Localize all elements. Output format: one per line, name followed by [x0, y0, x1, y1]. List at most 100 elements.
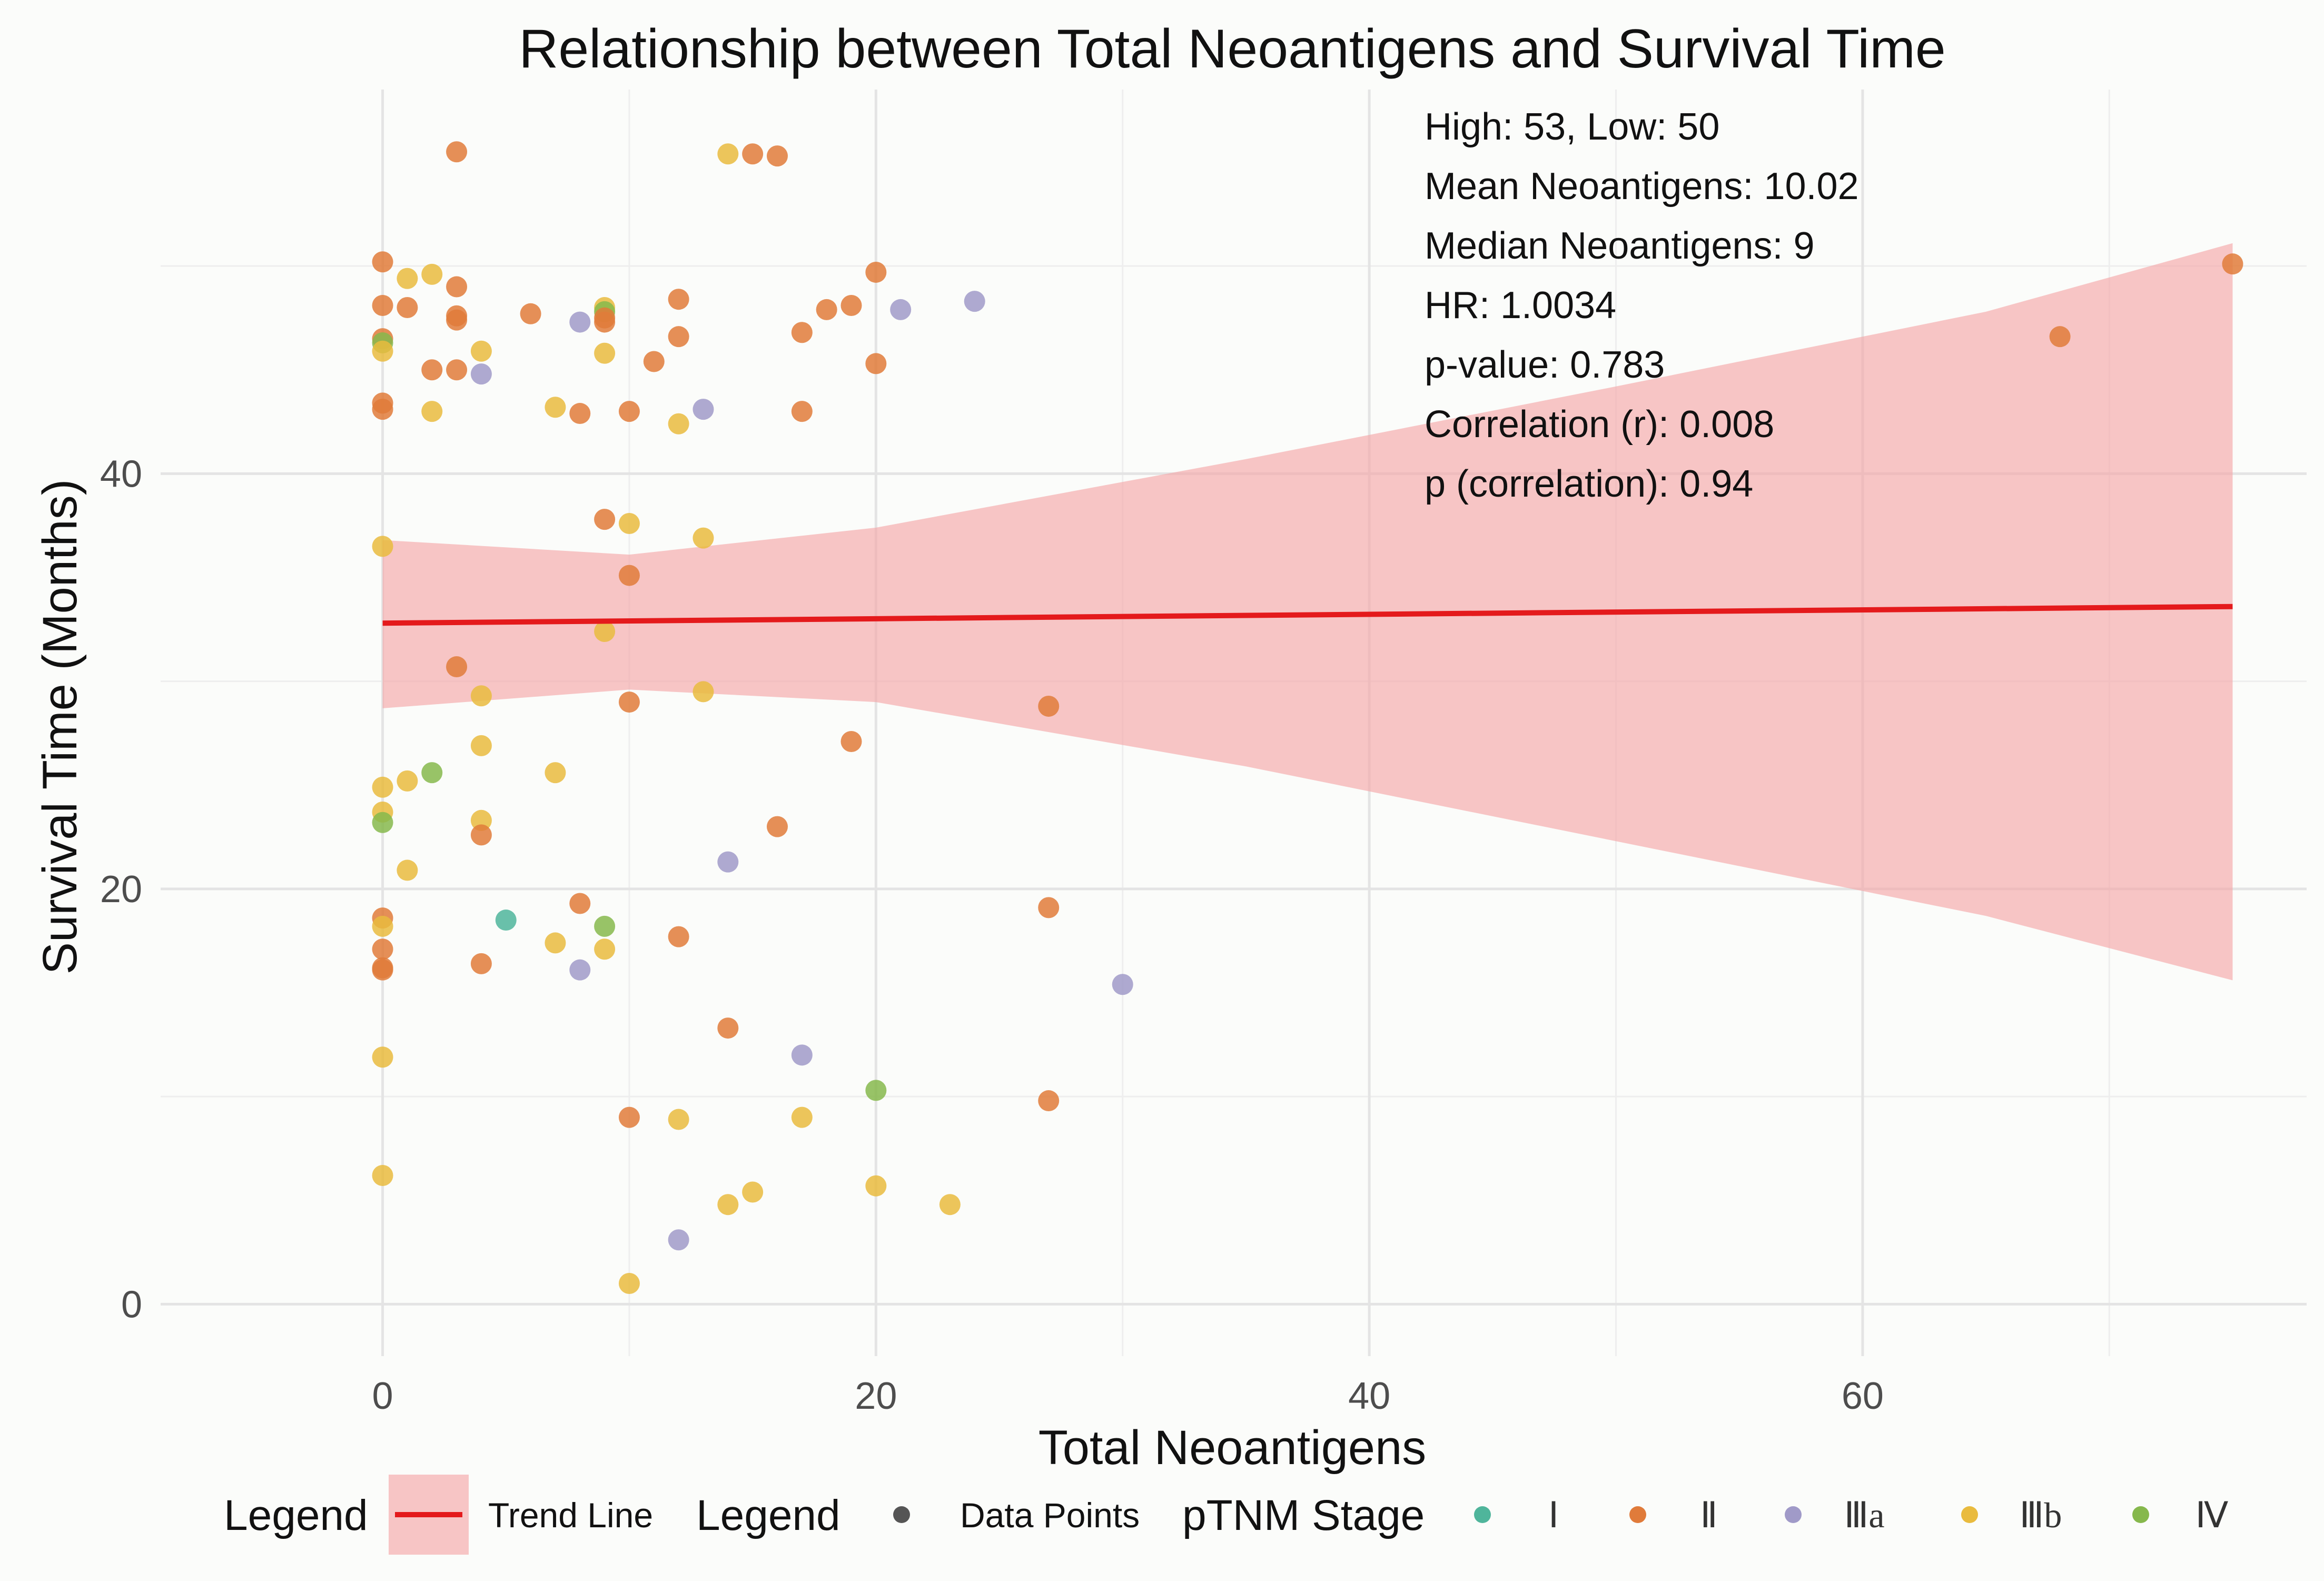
- data-point: [372, 776, 393, 798]
- legend-label-stage: Ⅲa: [1844, 1495, 1884, 1535]
- data-point: [569, 893, 591, 914]
- data-point: [372, 340, 393, 362]
- x-tick-label: 20: [855, 1375, 897, 1417]
- data-point: [421, 401, 443, 422]
- data-point: [372, 938, 393, 960]
- data-point: [668, 1229, 689, 1251]
- data-point: [594, 938, 616, 960]
- y-axis-label: Survival Time (Months): [33, 479, 87, 975]
- data-point: [618, 513, 640, 535]
- annotation-line: Median Neoantigens: 9: [1425, 225, 1815, 267]
- data-point: [372, 536, 393, 557]
- data-point: [470, 340, 492, 362]
- data-point: [1038, 1090, 1060, 1112]
- data-point: [397, 297, 418, 318]
- legend-key-points: [893, 1506, 910, 1523]
- annotation-line: High: 53, Low: 50: [1425, 106, 1719, 148]
- legend-key-stage: [2132, 1506, 2149, 1523]
- data-point: [668, 1109, 689, 1130]
- data-point: [372, 251, 393, 273]
- data-point: [766, 145, 788, 167]
- data-point: [495, 910, 517, 931]
- data-point: [865, 1175, 887, 1197]
- legend-title-stage: pTNM Stage: [1182, 1491, 1425, 1539]
- data-point: [791, 322, 813, 343]
- data-point: [470, 824, 492, 846]
- data-point: [372, 399, 393, 420]
- legend-stage-items: Ⅰ Ⅱ Ⅲa Ⅲb Ⅳ: [1474, 1495, 2229, 1535]
- data-point: [618, 401, 640, 422]
- data-point: [693, 681, 714, 703]
- data-point: [693, 527, 714, 549]
- x-tick-label: 60: [1842, 1375, 1884, 1417]
- data-point: [470, 685, 492, 707]
- data-point: [594, 311, 616, 333]
- data-point: [470, 735, 492, 756]
- data-point: [397, 859, 418, 881]
- x-axis-label: Total Neoantigens: [1039, 1421, 1427, 1475]
- data-point: [569, 959, 591, 981]
- axis-ticks: 0 20 40 60 0 20 40: [100, 453, 1884, 1417]
- data-point: [2049, 326, 2071, 348]
- data-point: [791, 401, 813, 422]
- data-point: [545, 397, 566, 418]
- data-point: [594, 915, 616, 937]
- data-point: [1112, 974, 1133, 995]
- data-point: [372, 957, 393, 979]
- legend-key-stage: [1629, 1506, 1646, 1523]
- legend-title-trend: Legend: [224, 1491, 368, 1539]
- data-point: [446, 141, 468, 163]
- data-point: [668, 289, 689, 310]
- data-point: [643, 351, 665, 372]
- data-point: [693, 399, 714, 420]
- y-tick-label: 0: [121, 1283, 142, 1326]
- data-point: [594, 342, 616, 364]
- data-point: [865, 261, 887, 283]
- stats-annotation: High: 53, Low: 50 Mean Neoantigens: 10.0…: [1425, 106, 1859, 505]
- data-point: [545, 932, 566, 954]
- confidence-band: [382, 243, 2233, 981]
- data-point: [446, 359, 468, 381]
- data-point: [569, 311, 591, 333]
- data-point: [470, 363, 492, 385]
- data-point: [2222, 253, 2243, 275]
- x-tick-label: 0: [372, 1375, 393, 1417]
- legend: Legend Trend Line Legend Data Points pTN…: [224, 1475, 2229, 1555]
- data-point: [742, 143, 764, 165]
- y-tick-label: 40: [100, 453, 142, 495]
- legend-key-stage: [1961, 1506, 1978, 1523]
- data-point: [964, 291, 985, 312]
- data-point: [470, 953, 492, 974]
- data-point: [372, 915, 393, 937]
- data-point: [717, 851, 739, 873]
- data-point: [618, 1106, 640, 1128]
- data-point: [545, 762, 566, 784]
- data-point: [446, 656, 468, 678]
- data-point: [446, 276, 468, 298]
- data-point: [840, 730, 862, 752]
- annotation-line: p-value: 0.783: [1425, 344, 1665, 386]
- data-point: [668, 413, 689, 434]
- data-point: [372, 1164, 393, 1186]
- data-point: [569, 403, 591, 424]
- annotation-line: p (correlation): 0.94: [1425, 463, 1753, 505]
- legend-title-points: Legend: [696, 1491, 840, 1539]
- data-point: [421, 762, 443, 784]
- data-point: [470, 809, 492, 831]
- data-point: [668, 326, 689, 348]
- data-point: [397, 770, 418, 792]
- data-point: [890, 299, 912, 320]
- data-point: [717, 1017, 739, 1039]
- data-point: [421, 263, 443, 285]
- legend-label-points: Data Points: [960, 1496, 1140, 1535]
- annotation-line: HR: 1.0034: [1425, 284, 1616, 327]
- data-point: [939, 1194, 961, 1216]
- annotation-line: Correlation (r): 0.008: [1425, 403, 1774, 446]
- data-point: [397, 268, 418, 289]
- data-point: [865, 353, 887, 374]
- y-tick-label: 20: [100, 868, 142, 911]
- data-points: [372, 141, 2243, 1295]
- legend-label-stage: Ⅳ: [2196, 1495, 2229, 1535]
- data-point: [372, 1046, 393, 1068]
